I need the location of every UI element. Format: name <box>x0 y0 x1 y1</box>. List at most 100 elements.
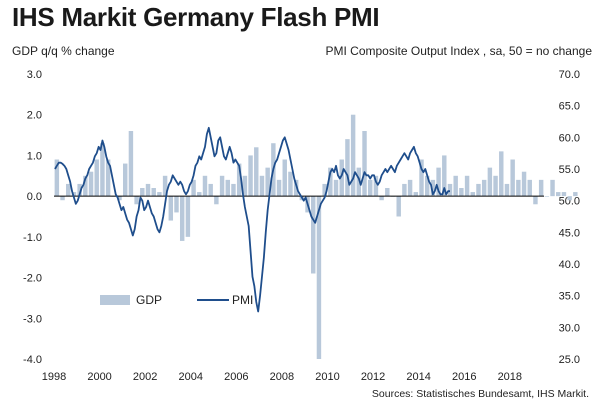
gdp-bar <box>413 192 419 197</box>
gdp-bar <box>333 179 339 197</box>
gdp-bar <box>533 196 538 205</box>
gdp-bar <box>236 163 242 197</box>
legend-gdp-swatch <box>100 295 130 305</box>
gdp-bar <box>316 196 322 359</box>
gdp-bar <box>66 183 71 197</box>
x-tick-label: 2004 <box>179 371 203 383</box>
gdp-bar <box>248 155 253 197</box>
y-right-tick-label: 55.0 <box>559 164 580 176</box>
y-left-tick-label: -3.0 <box>23 313 42 325</box>
y-left-tick-label: 0.0 <box>27 191 42 203</box>
gdp-bar <box>350 114 356 197</box>
x-tick-label: 2006 <box>224 371 248 383</box>
gdp-bar <box>140 188 145 197</box>
gdp-bar <box>379 196 384 201</box>
gdp-bar <box>157 192 162 197</box>
gdp-bar <box>385 188 390 197</box>
gdp-bar <box>499 151 504 197</box>
gdp-bar <box>225 179 230 197</box>
gdp-bar <box>521 171 527 197</box>
y-right-tick-label: 60.0 <box>559 132 580 144</box>
gdp-bar <box>436 167 441 197</box>
gdp-bar <box>476 183 481 197</box>
gdp-bar <box>282 159 287 197</box>
gdp-bar <box>550 179 555 197</box>
gdp-bar <box>510 159 515 197</box>
gdp-bar <box>162 175 168 197</box>
y-right-axis-label: PMI Composite Output Index , sa, 50 = no… <box>326 44 593 58</box>
legend-gdp-label: GDP <box>136 293 162 307</box>
gdp-bar <box>447 183 453 197</box>
gdp-bar <box>402 183 407 197</box>
gdp-bar <box>442 155 447 197</box>
gdp-bar <box>504 183 510 197</box>
gdp-bar <box>288 171 293 197</box>
gdp-bar <box>242 175 248 197</box>
gdp-bar <box>453 175 458 197</box>
gdp-bar <box>493 175 498 197</box>
gdp-bar <box>54 159 60 197</box>
gdp-bar <box>202 175 208 197</box>
gdp-bar <box>459 188 464 197</box>
gdp-bar <box>83 175 88 197</box>
legend: GDP PMI <box>100 293 253 307</box>
gdp-bar <box>105 159 111 197</box>
x-tick-label: 2008 <box>270 371 294 383</box>
gdp-bar <box>94 159 99 197</box>
y-right-tick-labels: 70.0 65.0 60.0 55.0 50.0 45.0 40.0 35.0 30.0 25.0 <box>559 69 580 366</box>
y-right-tick-label: 70.0 <box>559 69 580 81</box>
gdp-bar <box>470 192 475 197</box>
gdp-bar <box>219 175 225 197</box>
gdp-bar <box>128 131 134 197</box>
y-right-tick-label: 25.0 <box>559 354 580 366</box>
gdp-bar <box>328 167 333 197</box>
gdp-bar <box>430 179 436 197</box>
gdp-bar <box>100 143 105 197</box>
gdp-bar <box>527 179 532 197</box>
gdp-bar <box>538 179 544 197</box>
gdp-bar <box>191 179 196 197</box>
y-left-tick-label: 3.0 <box>27 69 42 81</box>
gdp-bar <box>322 183 327 197</box>
x-tick-label: 2000 <box>87 371 111 383</box>
gdp-bar <box>259 175 265 197</box>
gdp-bar <box>339 159 344 197</box>
y-left-tick-label: -2.0 <box>23 273 42 285</box>
gdp-bar <box>407 179 413 197</box>
gdp-bar <box>208 183 213 197</box>
x-tick-label: 2002 <box>133 371 157 383</box>
gdp-bar <box>254 147 259 197</box>
gdp-bar <box>293 179 299 197</box>
gdp-bar <box>516 179 521 197</box>
gdp-bar <box>487 167 493 197</box>
y-right-tick-label: 40.0 <box>559 259 580 271</box>
gdp-bar <box>71 192 77 197</box>
gdp-bar <box>311 196 316 274</box>
gdp-bar <box>573 192 578 197</box>
gdp-bar <box>77 183 82 197</box>
gdp-bar <box>481 179 487 197</box>
y-right-tick-label: 50.0 <box>559 196 580 208</box>
gdp-bar <box>231 183 236 197</box>
y-right-tick-label: 30.0 <box>559 322 580 334</box>
gdp-bar <box>123 163 128 197</box>
gdp-bar <box>145 183 151 197</box>
gdp-bar <box>362 131 367 197</box>
source-note: Sources: Statistisches Bundesamt, IHS Ma… <box>372 388 589 400</box>
gdp-bar <box>424 175 430 197</box>
y-left-tick-label: -1.0 <box>23 232 42 244</box>
y-left-tick-label: 2.0 <box>27 110 42 122</box>
x-tick-label: 1998 <box>42 371 66 383</box>
gdp-bar-series <box>54 114 578 359</box>
gdp-bar <box>88 171 94 197</box>
gdp-bar <box>151 188 156 197</box>
gdp-bar <box>117 196 122 201</box>
gdp-bar <box>60 196 65 201</box>
gdp-bar <box>556 192 561 197</box>
y-left-tick-label: 1.0 <box>27 150 42 162</box>
x-tick-label: 2018 <box>498 371 522 383</box>
gdp-bar <box>185 196 191 237</box>
gdp-bar <box>373 175 379 197</box>
legend-pmi-label: PMI <box>232 293 253 307</box>
